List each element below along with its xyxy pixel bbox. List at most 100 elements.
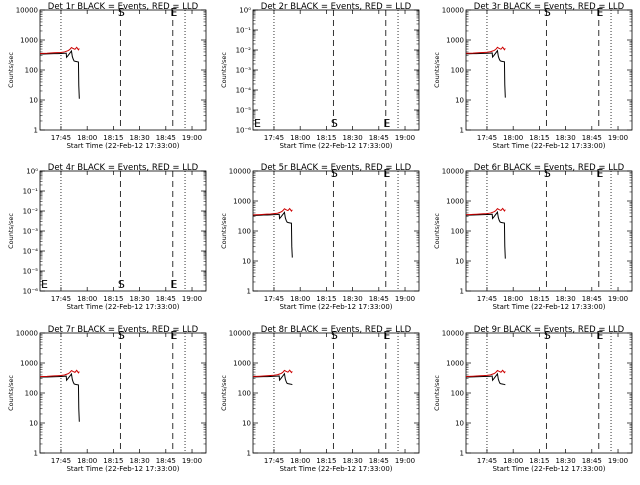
y-tick-label: 100 bbox=[451, 390, 464, 398]
x-tick-label: 18:00 bbox=[290, 295, 310, 303]
y-tick-label: 10 bbox=[455, 258, 464, 266]
y-tick-label: 10⁻⁴ bbox=[23, 248, 39, 256]
x-tick-label: 19:00 bbox=[182, 295, 202, 303]
x-tick-label: 18:45 bbox=[582, 295, 602, 303]
y-axis-label: Counts/sec bbox=[220, 213, 228, 249]
plot-frame bbox=[252, 9, 420, 131]
chart-panel-9: Det 9r BLACK = Events, RED = LLD 1 10 100 10… bbox=[433, 325, 633, 473]
y-tick-label: 10⁻⁶ bbox=[23, 288, 39, 296]
e-marker: E bbox=[170, 6, 177, 19]
y-tick-label: 1000 bbox=[20, 37, 38, 45]
chart-title: Det 2r BLACK = Events, RED = LLD bbox=[261, 2, 412, 12]
s-marker: S bbox=[118, 6, 125, 19]
x-tick-label: 19:00 bbox=[395, 457, 415, 465]
x-tick-label: 18:15 bbox=[529, 295, 549, 303]
x-tick-label: 19:00 bbox=[395, 134, 415, 142]
x-tick-label: 18:15 bbox=[529, 134, 549, 142]
events-series-line bbox=[39, 49, 80, 99]
plot-frame bbox=[39, 9, 207, 131]
chart-panel-8: Det 8r BLACK = Events, RED = LLD 1 10 100 10… bbox=[220, 325, 420, 473]
lld-series-line bbox=[465, 207, 506, 216]
lld-series-line bbox=[39, 46, 80, 54]
x-tick-label: 18:30 bbox=[343, 295, 363, 303]
x-tick-label: 18:45 bbox=[369, 134, 389, 142]
x-tick-label: 18:00 bbox=[77, 134, 97, 142]
y-tick-label: 10⁻² bbox=[236, 47, 252, 55]
y-tick-label: 1000 bbox=[446, 198, 464, 206]
y-tick-label: 10⁻³ bbox=[23, 228, 39, 236]
y-tick-label: 1 bbox=[34, 127, 38, 135]
y-axis-label: Counts/sec bbox=[220, 375, 228, 411]
y-tick-label: 100 bbox=[451, 228, 464, 236]
x-tick-label: 18:15 bbox=[103, 457, 123, 465]
x-tick-label: 19:00 bbox=[608, 457, 628, 465]
y-tick-label: 1 bbox=[460, 127, 464, 135]
y-tick-label: 10 bbox=[242, 420, 251, 428]
x-tick-label: 18:15 bbox=[316, 295, 336, 303]
x-tick-label: 18:30 bbox=[343, 457, 363, 465]
events-series-line bbox=[252, 211, 293, 258]
lld-series-line bbox=[465, 369, 506, 378]
x-tick-label: 19:00 bbox=[182, 134, 202, 142]
y-tick-label: 10⁰ bbox=[26, 168, 38, 176]
y-tick-label: 10000 bbox=[442, 330, 464, 338]
x-axis-label: Start Time (22-Feb-12 17:33:00) bbox=[279, 142, 392, 150]
x-tick-label: 18:00 bbox=[503, 295, 523, 303]
y-tick-label: 10 bbox=[455, 420, 464, 428]
y-tick-label: 1000 bbox=[233, 360, 251, 368]
plot-frame bbox=[252, 170, 420, 292]
y-tick-label: 100 bbox=[238, 228, 251, 236]
y-axis-label: Counts/sec bbox=[433, 52, 441, 88]
y-tick-label: 10000 bbox=[229, 330, 251, 338]
s-marker: S bbox=[118, 278, 125, 291]
x-tick-label: 18:30 bbox=[556, 295, 576, 303]
x-tick-label: 18:00 bbox=[77, 457, 97, 465]
e-marker: E bbox=[170, 278, 177, 291]
chart-title: Det 7r BLACK = Events, RED = LLD bbox=[48, 325, 199, 335]
x-tick-label: 17:45 bbox=[264, 295, 284, 303]
chart-panel-2: Det 2r BLACK = Events, RED = LLD 10⁻⁶ 10⁻⁵… bbox=[220, 2, 420, 150]
x-tick-label: 18:15 bbox=[529, 457, 549, 465]
s-marker: S bbox=[544, 167, 551, 180]
x-tick-label: 18:30 bbox=[130, 457, 150, 465]
chart-panel-1: Det 1r BLACK = Events, RED = LLD 1 10 100 10… bbox=[7, 2, 207, 150]
x-tick-label: 18:45 bbox=[369, 457, 389, 465]
s-marker: S bbox=[544, 6, 551, 19]
x-tick-label: 18:45 bbox=[369, 295, 389, 303]
x-tick-label: 18:45 bbox=[156, 134, 176, 142]
x-tick-label: 18:00 bbox=[77, 295, 97, 303]
chart-title: Det 3r BLACK = Events, RED = LLD bbox=[474, 2, 625, 12]
y-tick-label: 1000 bbox=[446, 37, 464, 45]
x-tick-label: 18:15 bbox=[316, 134, 336, 142]
y-tick-label: 10 bbox=[242, 258, 251, 266]
x-tick-label: 18:45 bbox=[156, 457, 176, 465]
y-tick-label: 1 bbox=[34, 450, 38, 458]
x-axis-label: Start Time (22-Feb-12 17:33:00) bbox=[66, 465, 179, 473]
y-tick-label: 10000 bbox=[16, 330, 38, 338]
y-tick-label: 1 bbox=[247, 450, 251, 458]
x-tick-label: 18:15 bbox=[103, 295, 123, 303]
plot-frame bbox=[465, 332, 633, 454]
y-tick-label: 10 bbox=[29, 97, 38, 105]
chart-title: Det 4r BLACK = Events, RED = LLD bbox=[48, 163, 199, 173]
x-tick-label: 19:00 bbox=[395, 295, 415, 303]
e-marker: E bbox=[383, 167, 390, 180]
y-tick-label: 10⁻¹ bbox=[23, 188, 39, 196]
events-series-line bbox=[252, 372, 293, 386]
y-tick-label: 10000 bbox=[442, 7, 464, 15]
chart-title: Det 5r BLACK = Events, RED = LLD bbox=[261, 163, 412, 173]
x-axis-label: Start Time (22-Feb-12 17:33:00) bbox=[66, 142, 179, 150]
plot-frame bbox=[465, 170, 633, 292]
y-tick-label: 10 bbox=[455, 97, 464, 105]
x-tick-label: 18:45 bbox=[156, 295, 176, 303]
y-axis-label: Counts/sec bbox=[433, 375, 441, 411]
x-tick-label: 17:45 bbox=[477, 295, 497, 303]
s-marker: S bbox=[331, 167, 338, 180]
x-tick-label: 17:45 bbox=[51, 295, 71, 303]
e-marker: E bbox=[596, 167, 603, 180]
events-series-line bbox=[465, 372, 506, 386]
x-tick-label: 18:00 bbox=[290, 457, 310, 465]
y-axis-label: Counts/sec bbox=[7, 375, 15, 411]
x-tick-label: 18:00 bbox=[503, 134, 523, 142]
